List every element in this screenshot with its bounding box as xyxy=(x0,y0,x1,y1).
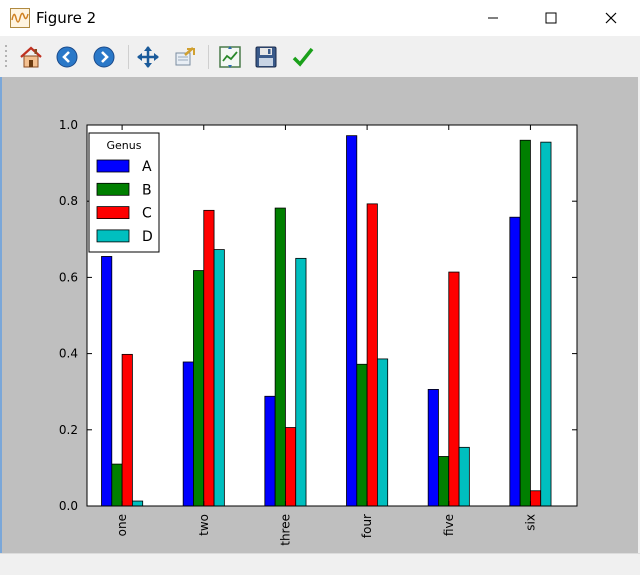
x-tick-label: one xyxy=(115,514,129,536)
y-tick-label: 0.8 xyxy=(59,194,78,208)
bar-D-two xyxy=(213,249,225,507)
bar-C-five xyxy=(448,271,460,507)
bar-A-six xyxy=(509,216,521,507)
close-icon xyxy=(605,12,617,24)
legend-label-D: D xyxy=(142,229,153,245)
minimize-button[interactable] xyxy=(470,0,516,36)
close-button[interactable] xyxy=(588,0,634,36)
bar-B-six xyxy=(519,139,531,507)
title-bar: Figure 2 xyxy=(0,0,640,36)
window-left-border xyxy=(0,77,2,553)
bar-D-four xyxy=(376,358,389,507)
maximize-icon xyxy=(545,12,557,24)
save-icon xyxy=(255,46,277,68)
maximize-button[interactable] xyxy=(528,0,574,36)
bar-A-one xyxy=(101,256,113,507)
zoom-icon xyxy=(175,47,195,66)
bar-group xyxy=(101,135,552,507)
pan-icon xyxy=(137,46,159,68)
y-tick-label: 0.2 xyxy=(59,423,78,437)
bar-D-six xyxy=(540,141,552,507)
bar-B-four xyxy=(356,363,368,507)
legend-swatch-C xyxy=(96,206,130,220)
axes-frame xyxy=(86,124,578,507)
bar-C-three xyxy=(285,427,297,507)
toolbar-separator xyxy=(128,45,129,69)
x-tick-label: two xyxy=(197,514,211,536)
bar-A-three xyxy=(264,395,276,507)
bar-A-four xyxy=(346,135,358,507)
bar-B-two xyxy=(193,270,205,507)
y-tick-label: 0.0 xyxy=(59,499,78,513)
forward-icon xyxy=(93,46,115,68)
minimize-icon xyxy=(488,17,498,19)
legend-swatch-A xyxy=(96,159,130,173)
bar-A-five xyxy=(427,389,439,507)
matplotlib-app-icon xyxy=(10,8,30,28)
edit-parameters-button[interactable] xyxy=(287,41,319,73)
x-tick-label: six xyxy=(523,514,537,531)
window-title: Figure 2 xyxy=(36,9,97,27)
save-button[interactable] xyxy=(250,41,282,73)
legend-swatch-D xyxy=(96,229,130,243)
bar-D-five xyxy=(458,446,470,507)
axes-background xyxy=(87,125,577,506)
pan-button[interactable] xyxy=(132,41,164,73)
x-tick-label: three xyxy=(278,514,292,546)
bar-C-one xyxy=(121,353,133,507)
bar-D-three xyxy=(295,257,307,507)
bar-C-four xyxy=(366,203,378,507)
home-icon xyxy=(20,46,42,68)
x-tick-label: five xyxy=(442,514,456,536)
bar-B-one xyxy=(111,463,123,507)
figure-canvas[interactable]: 0.0 0.2 0.4 0.6 0.8 1.0 one two three four five si… xyxy=(2,77,638,553)
subplots-icon xyxy=(219,46,241,68)
bar-D-one xyxy=(131,500,144,507)
zoom-button[interactable] xyxy=(169,41,201,73)
back-icon xyxy=(56,46,78,68)
legend-swatch-B xyxy=(96,182,130,196)
legend-label-B: B xyxy=(142,182,152,198)
x-axis: one two three four five six xyxy=(115,125,537,546)
back-button[interactable] xyxy=(51,41,83,73)
forward-button[interactable] xyxy=(88,41,120,73)
y-tick-label: 0.6 xyxy=(59,270,78,284)
bar-chart: 0.0 0.2 0.4 0.6 0.8 1.0 one two three four five si… xyxy=(59,118,578,546)
status-bar xyxy=(0,553,640,575)
bar-A-two xyxy=(182,361,194,507)
navigation-toolbar xyxy=(0,37,640,77)
y-tick-label: 1.0 xyxy=(59,118,78,132)
x-tick-label: four xyxy=(360,514,374,538)
bar-C-six xyxy=(530,490,542,507)
y-tick-label: 0.4 xyxy=(59,347,78,361)
toolbar-separator xyxy=(208,45,209,69)
bar-B-five xyxy=(438,456,450,507)
bar-B-three xyxy=(274,207,286,507)
toolbar-grip xyxy=(5,45,7,67)
legend-title: Genus xyxy=(107,139,142,152)
edit-check-icon xyxy=(292,47,314,67)
legend-label-C: C xyxy=(142,206,152,222)
bar-C-two xyxy=(203,209,215,507)
home-button[interactable] xyxy=(15,41,47,73)
subplots-button[interactable] xyxy=(214,41,246,73)
legend-label-A: A xyxy=(142,159,152,175)
